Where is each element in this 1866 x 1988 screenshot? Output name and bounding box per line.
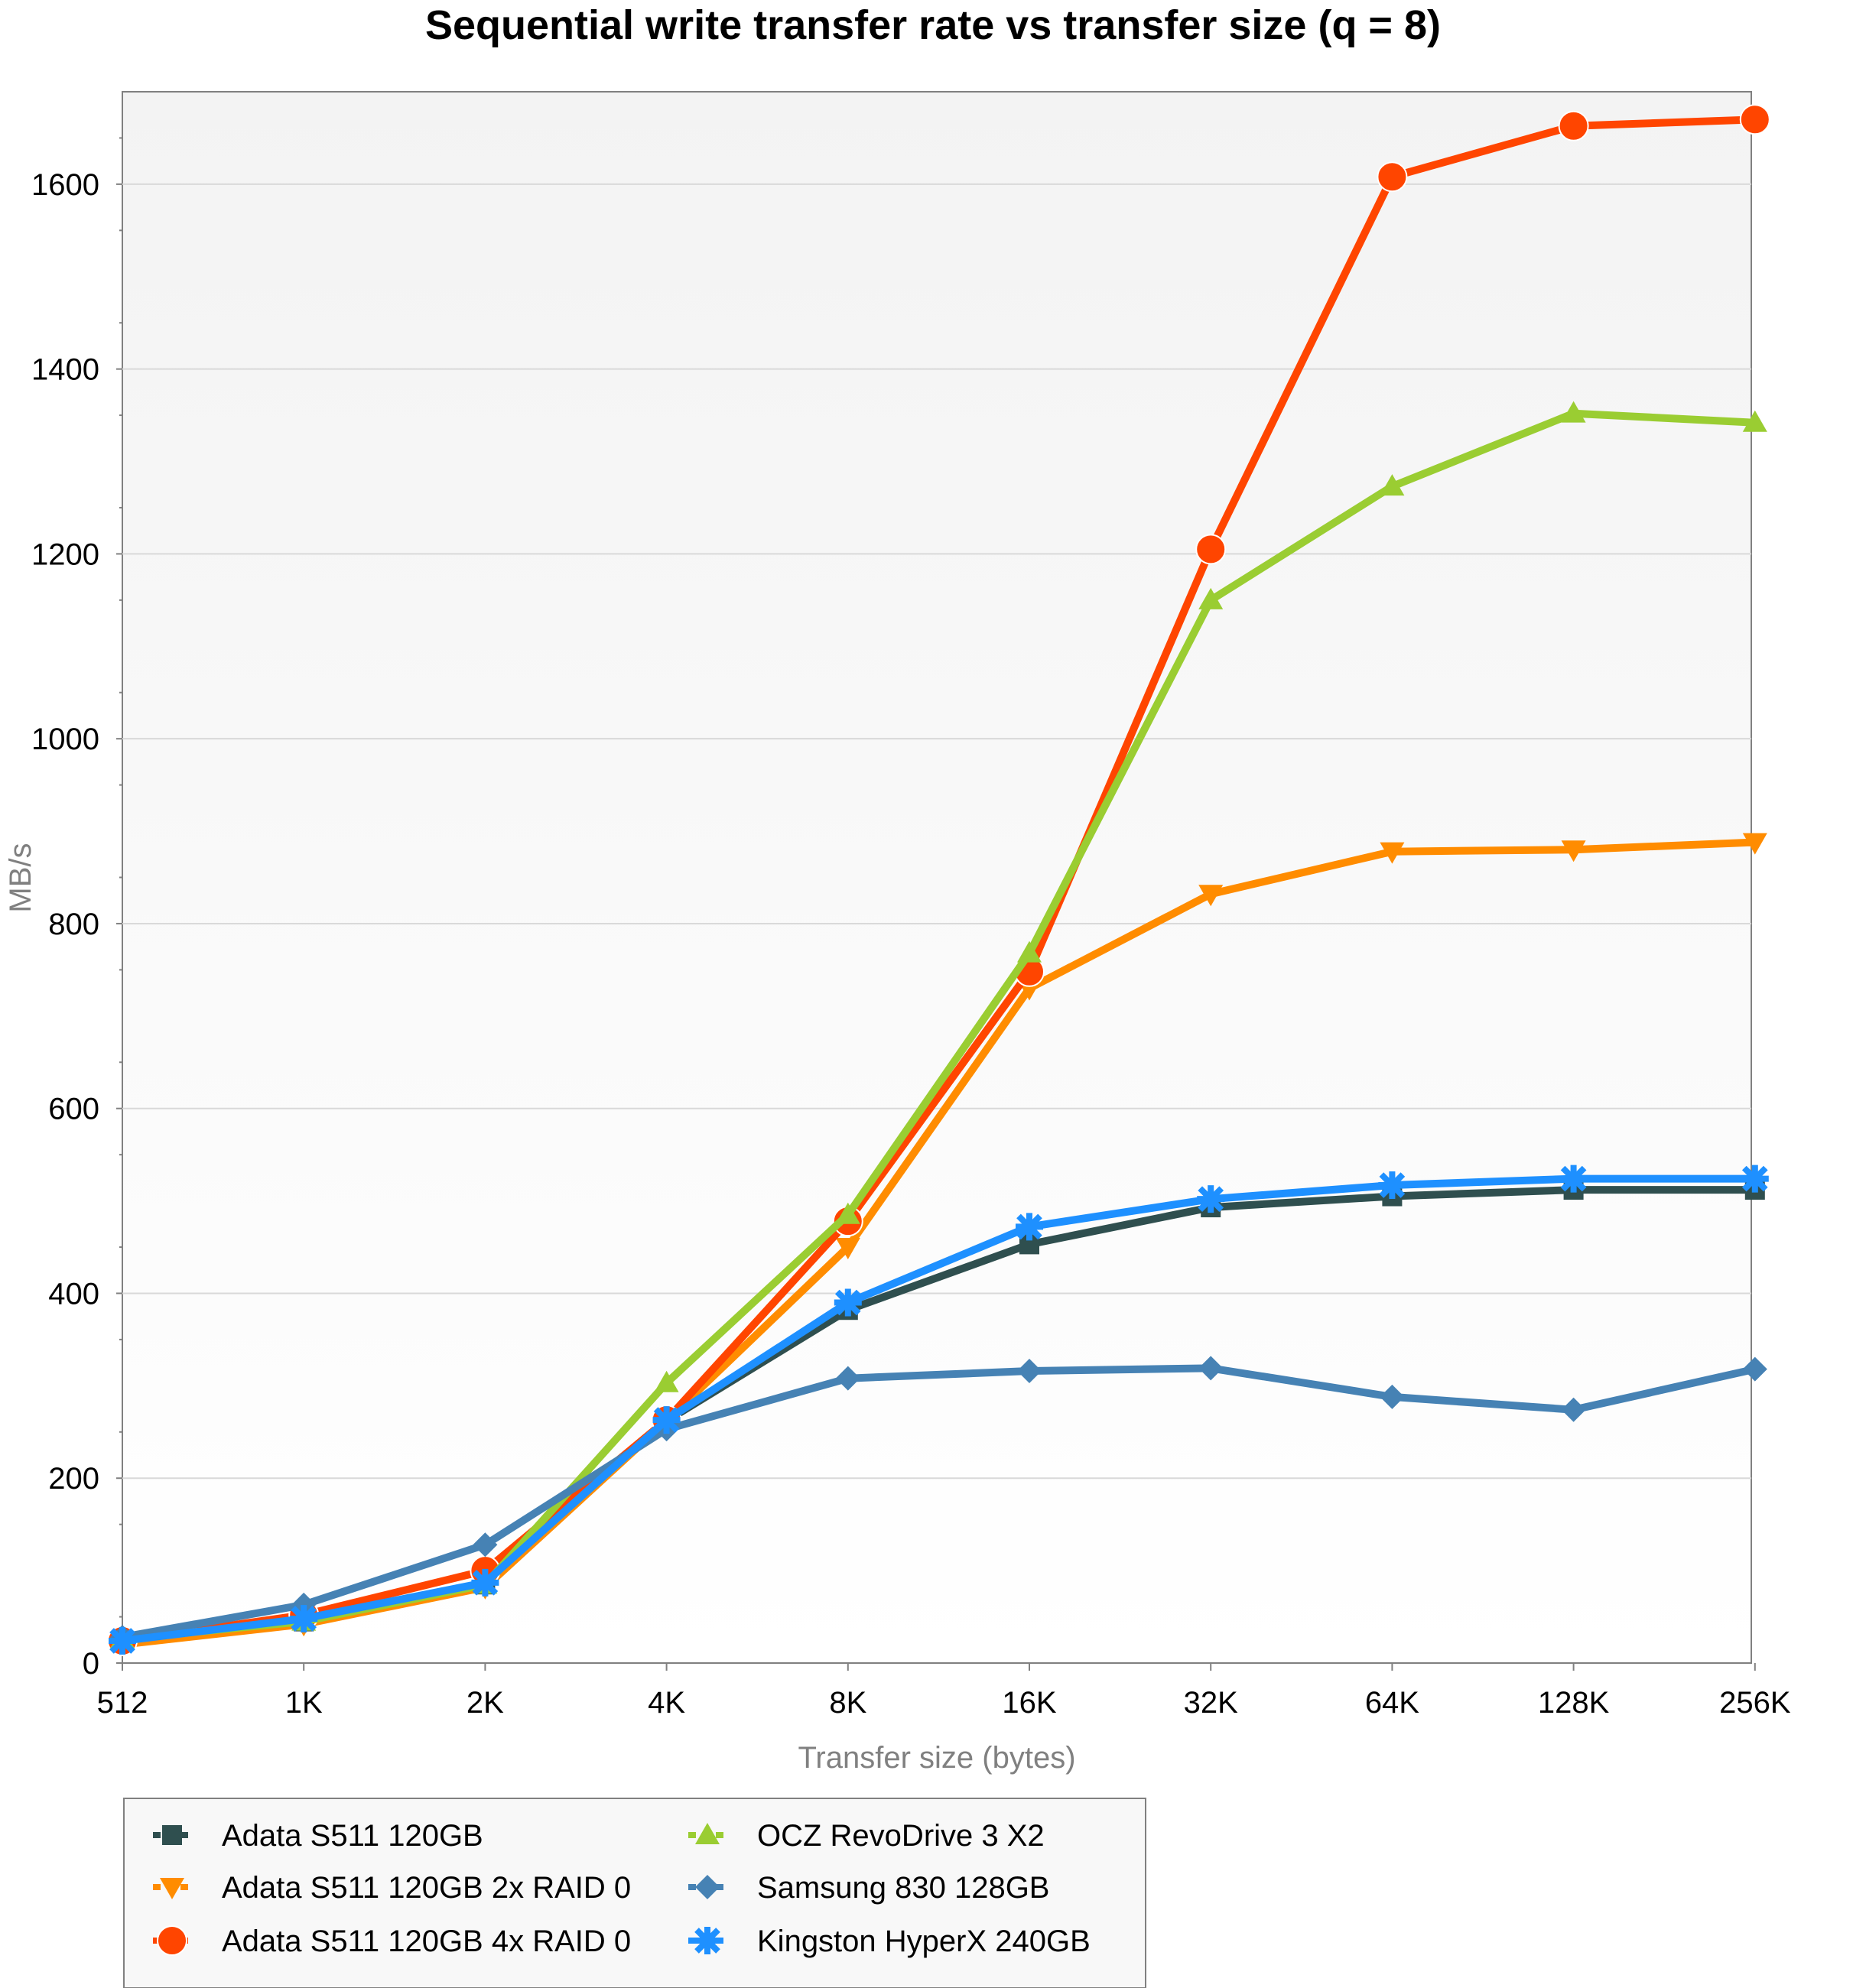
data-point bbox=[1561, 840, 1586, 862]
x-tick-label: 256K bbox=[1719, 1686, 1791, 1720]
x-tick-label: 64K bbox=[1365, 1686, 1419, 1720]
x-tick-label: 512 bbox=[97, 1686, 148, 1720]
legend-marker bbox=[160, 1878, 184, 1899]
data-point bbox=[471, 1568, 499, 1597]
series-line bbox=[119, 115, 1759, 1645]
data-point bbox=[834, 1288, 862, 1317]
x-tick-label: 32K bbox=[1184, 1686, 1238, 1720]
x-tick-label: 4K bbox=[648, 1686, 685, 1720]
data-point bbox=[1017, 1359, 1042, 1384]
legend-item: OCZ RevoDrive 3 X2 bbox=[688, 1819, 1045, 1853]
data-point bbox=[835, 1202, 860, 1224]
y-tick-label: 1400 bbox=[31, 353, 99, 387]
legend-marker bbox=[162, 1825, 182, 1845]
data-point bbox=[1380, 842, 1405, 864]
data-point bbox=[1558, 110, 1589, 141]
y-tick-label: 600 bbox=[48, 1093, 99, 1126]
data-point bbox=[1561, 1397, 1586, 1422]
data-point bbox=[1741, 1165, 1769, 1193]
legend-marker bbox=[157, 1925, 187, 1956]
chart-title: Sequential write transfer rate vs transf… bbox=[425, 2, 1441, 48]
plot-area bbox=[122, 91, 1752, 1664]
legend: Adata S511 120GB Adata S511 120GB 2x RAID… bbox=[123, 1798, 1146, 1988]
data-point bbox=[1559, 1165, 1588, 1193]
data-point bbox=[1378, 1171, 1406, 1200]
data-point bbox=[1742, 1356, 1767, 1382]
x-axis-title: Transfer size (bytes) bbox=[798, 1741, 1075, 1775]
data-point bbox=[1198, 587, 1224, 609]
axes: 0 200 400 600 800 1000 1200 1400 1600 512 1K 2K 4K 8K… bbox=[31, 137, 1791, 1720]
legend-label: Adata S511 120GB 2x RAID 0 bbox=[222, 1871, 631, 1905]
series-5 bbox=[109, 1165, 1769, 1655]
data-point bbox=[1377, 161, 1408, 193]
x-tick-label: 1K bbox=[285, 1686, 323, 1720]
legend-marker bbox=[695, 1875, 720, 1899]
data-point bbox=[1742, 410, 1767, 432]
legend-label: OCZ RevoDrive 3 X2 bbox=[757, 1819, 1045, 1853]
x-tick-label: 8K bbox=[829, 1686, 866, 1720]
legend-marker bbox=[694, 1927, 721, 1954]
x-tick-label: 128K bbox=[1538, 1686, 1610, 1720]
legend-label: Adata S511 120GB 4x RAID 0 bbox=[222, 1925, 631, 1958]
series-layer bbox=[107, 104, 1770, 1657]
x-tick-label: 2K bbox=[466, 1686, 504, 1720]
data-point bbox=[1016, 1213, 1043, 1241]
data-point bbox=[1380, 474, 1405, 496]
data-point bbox=[1380, 1384, 1405, 1409]
data-point bbox=[1742, 833, 1767, 855]
y-tick-label: 0 bbox=[83, 1647, 99, 1681]
legend-label: Samsung 830 128GB bbox=[757, 1871, 1049, 1905]
data-point bbox=[1197, 1185, 1225, 1213]
data-point bbox=[1198, 1356, 1224, 1381]
data-point bbox=[835, 1366, 860, 1391]
data-point bbox=[1561, 401, 1586, 423]
legend-item: Adata S511 120GB bbox=[153, 1819, 483, 1853]
data-point bbox=[835, 1238, 860, 1260]
legend-label: Adata S511 120GB bbox=[222, 1819, 483, 1853]
data-point bbox=[290, 1604, 318, 1632]
y-tick-label: 1600 bbox=[31, 168, 99, 202]
legend-label: Kingston HyperX 240GB bbox=[757, 1925, 1091, 1958]
y-tick-label: 800 bbox=[48, 908, 99, 941]
y-tick-label: 1000 bbox=[31, 723, 99, 756]
data-point bbox=[109, 1626, 136, 1655]
grid-lines bbox=[122, 183, 1751, 1480]
legend-marker bbox=[695, 1823, 720, 1844]
data-point bbox=[1198, 885, 1224, 907]
legend-item: Adata S511 120GB 2x RAID 0 bbox=[153, 1871, 631, 1905]
legend-item: Samsung 830 128GB bbox=[688, 1871, 1049, 1905]
y-tick-label: 200 bbox=[48, 1462, 99, 1496]
data-point bbox=[1739, 104, 1770, 135]
series-line bbox=[119, 1364, 1759, 1642]
data-point bbox=[1017, 940, 1042, 963]
legend-box bbox=[123, 1798, 1146, 1988]
data-point bbox=[654, 1370, 679, 1392]
data-point bbox=[652, 1406, 681, 1434]
series-line bbox=[119, 1174, 1759, 1645]
legend-item: Adata S511 120GB 4x RAID 0 bbox=[153, 1925, 631, 1958]
y-tick-label: 1200 bbox=[31, 538, 99, 571]
data-point bbox=[1195, 534, 1227, 565]
x-tick-label: 16K bbox=[1002, 1686, 1056, 1720]
legend-item: Kingston HyperX 240GB bbox=[688, 1925, 1091, 1958]
y-axis-title: MB/s bbox=[4, 843, 37, 912]
y-tick-label: 400 bbox=[48, 1277, 99, 1311]
data-point bbox=[473, 1532, 498, 1558]
